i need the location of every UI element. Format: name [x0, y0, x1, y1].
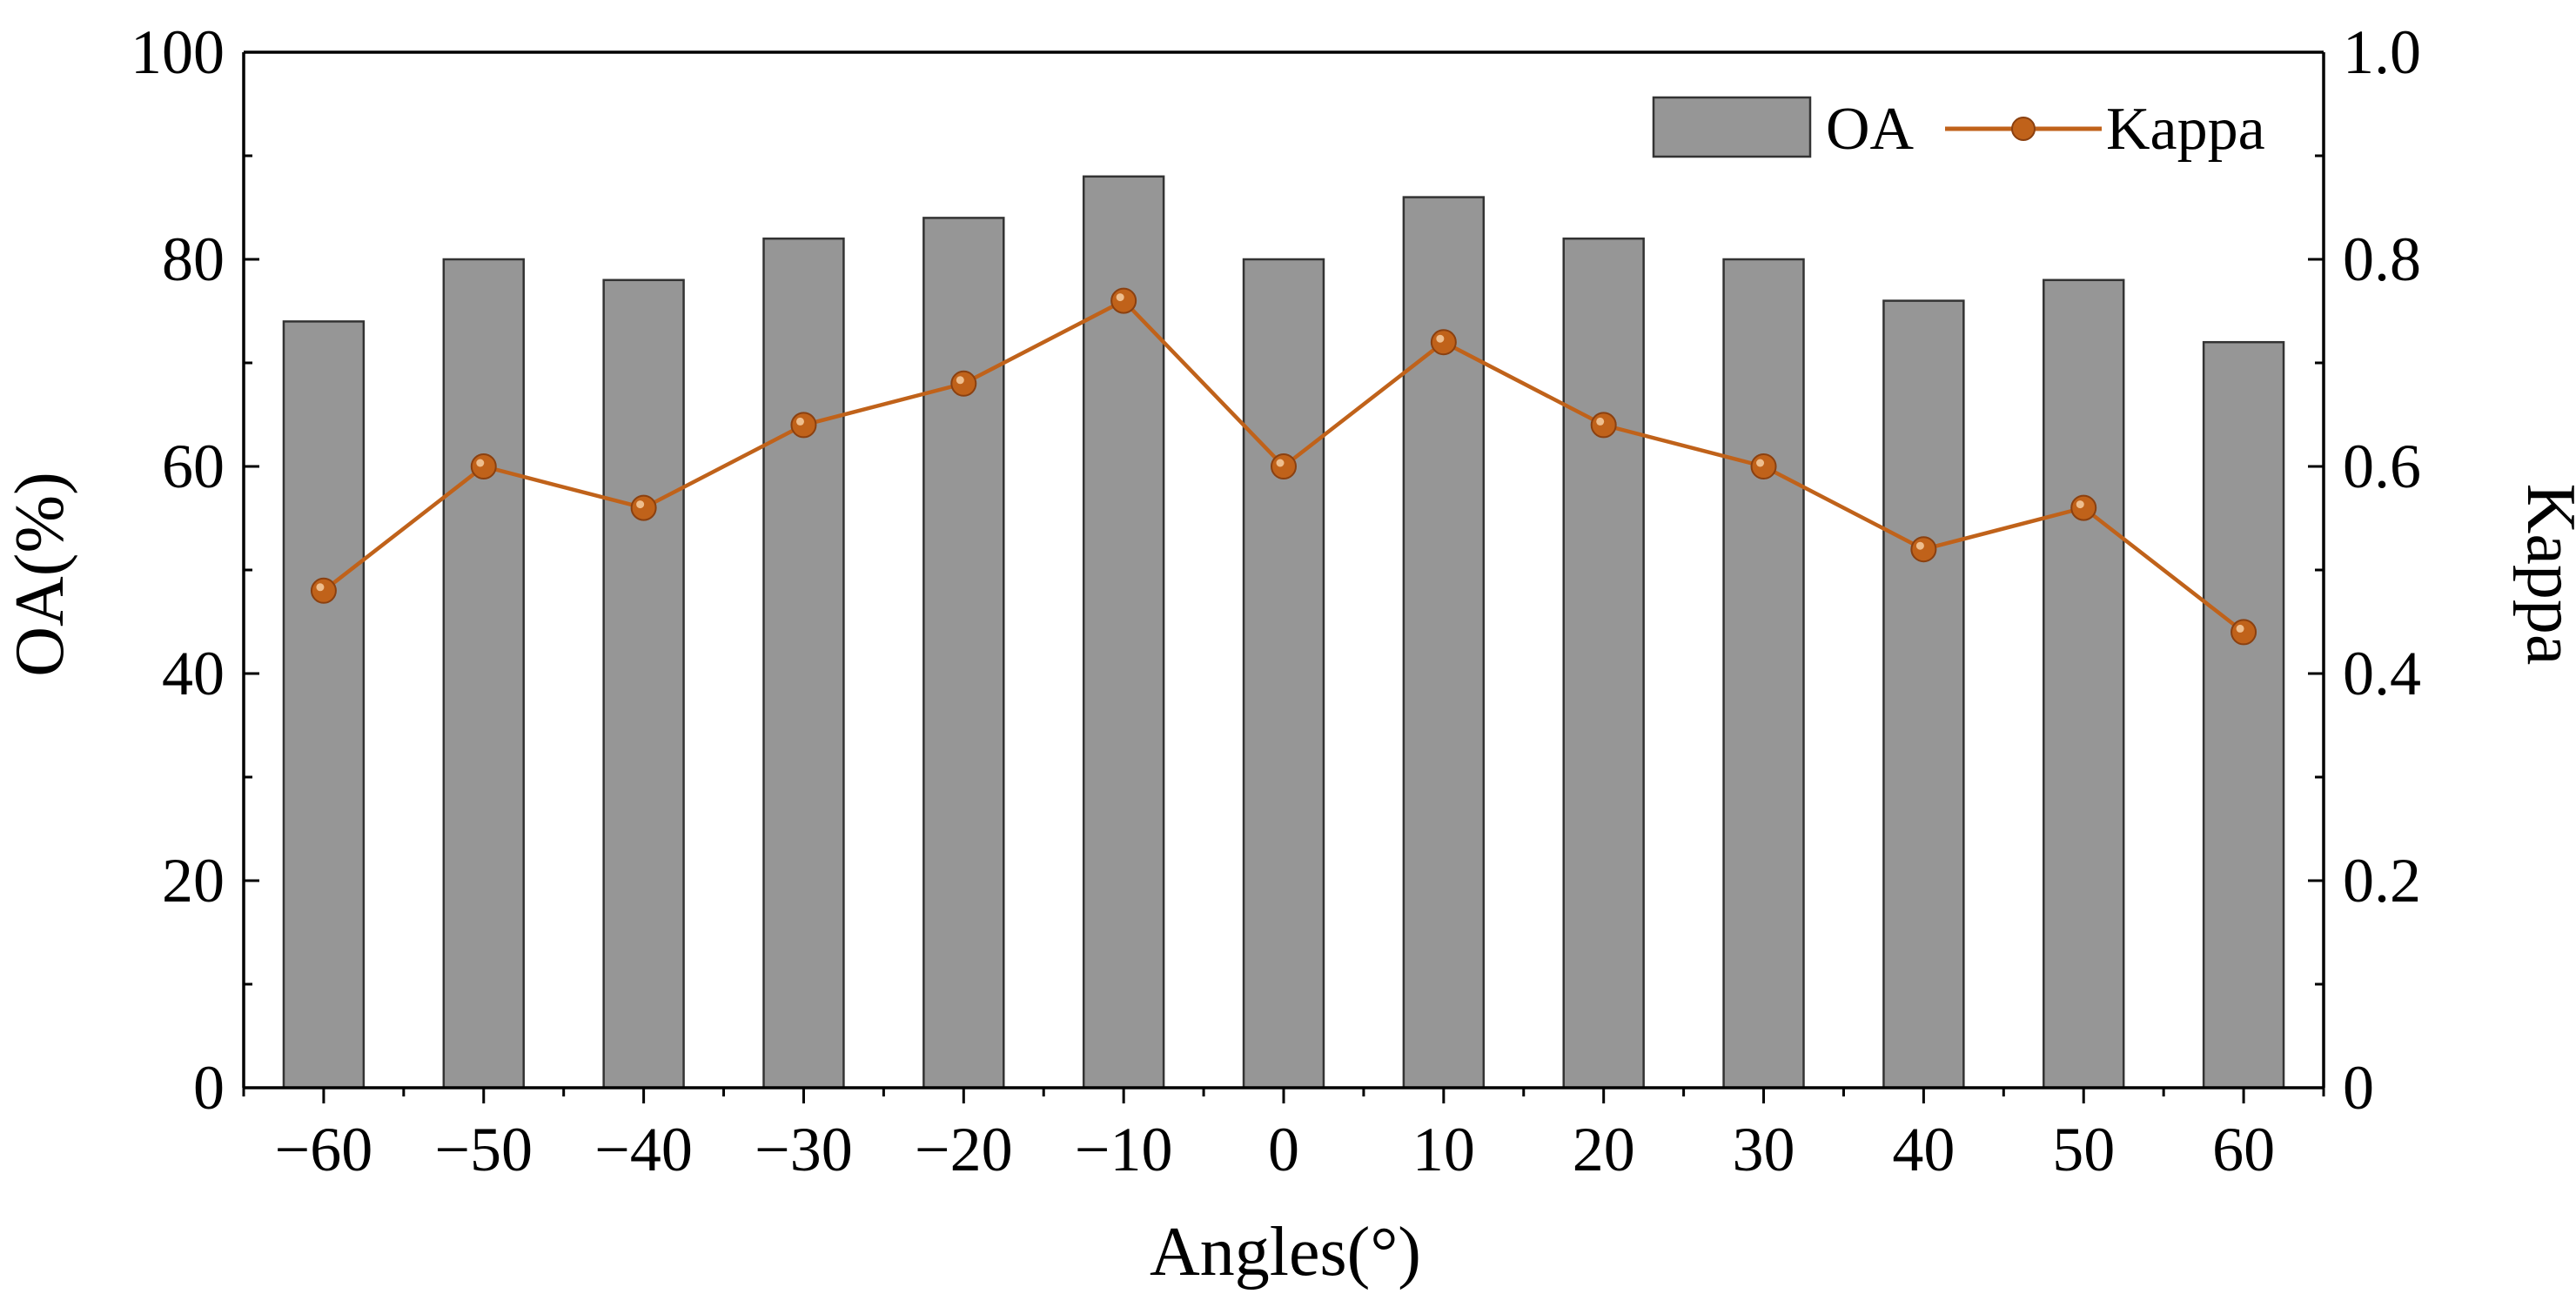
y-right-tick-label: 0.8 [2343, 225, 2421, 294]
oa-bar [1882, 299, 1965, 1089]
kappa-line-layer [310, 287, 2257, 646]
oa-bar [922, 217, 1005, 1089]
kappa-point [1750, 453, 1777, 479]
y-right-tick-label: 0 [2343, 1053, 2374, 1123]
kappa-point [310, 577, 337, 604]
y-left-tick-label: 100 [131, 17, 225, 87]
kappa-point [2231, 619, 2257, 646]
x-tick-label: −50 [434, 1115, 533, 1184]
x-tick-label: −10 [1075, 1115, 1173, 1184]
legend-marker-kappa [2011, 117, 2036, 141]
oa-bar [1242, 258, 1325, 1089]
legend-label-oa: OA [1826, 96, 1915, 163]
bars-layer [282, 175, 2285, 1089]
x-tick-label: 10 [1412, 1115, 1475, 1184]
x-tick-label: −20 [915, 1115, 1013, 1184]
ticks-layer [242, 50, 2325, 1103]
oa-bar [442, 258, 525, 1089]
x-tick-label: 60 [2212, 1115, 2275, 1184]
y-left-tick-label: 0 [193, 1053, 225, 1123]
y-left-tick-label: 40 [162, 639, 225, 708]
y-left-tick-label: 20 [162, 846, 225, 915]
kappa-point-highlight [2076, 500, 2084, 509]
legend-swatch-oa [1652, 96, 1812, 158]
kappa-point-highlight [1276, 459, 1285, 467]
y-axis-title-right: Kappa [2512, 484, 2576, 666]
kappa-point-highlight [1756, 459, 1765, 467]
kappa-point [1271, 453, 1297, 479]
kappa-point-highlight [956, 376, 964, 385]
oa-bar [282, 320, 366, 1089]
kappa-point [950, 370, 977, 397]
oa-bar [602, 278, 685, 1089]
kappa-point-highlight [1436, 334, 1445, 343]
kappa-point-highlight [1596, 417, 1605, 426]
x-tick-label: 30 [1733, 1115, 1795, 1184]
y-axis-title-left: OA(%) [2, 472, 78, 676]
kappa-point [470, 453, 497, 479]
legend-label-kappa: Kappa [2106, 96, 2265, 163]
kappa-point [790, 412, 817, 439]
x-tick-label: 40 [1892, 1115, 1955, 1184]
kappa-point [1430, 329, 1457, 356]
y-left-tick-label: 60 [162, 432, 225, 501]
oa-bar [1562, 237, 1645, 1089]
kappa-point [630, 494, 657, 521]
kappa-point-highlight [636, 500, 645, 509]
legend: OA Kappa [1652, 96, 2265, 163]
y-right-tick-label: 0.6 [2343, 432, 2421, 501]
kappa-point [1590, 412, 1617, 439]
x-tick-label: 0 [1268, 1115, 1299, 1184]
kappa-point-highlight [476, 459, 485, 467]
oa-bar [762, 237, 845, 1089]
oa-bar [1722, 258, 1805, 1089]
x-tick-label: −40 [594, 1115, 693, 1184]
y-right-tick-label: 1.0 [2343, 17, 2421, 87]
oa-bar [2043, 278, 2125, 1089]
x-tick-label: 20 [1573, 1115, 1635, 1184]
y-right-tick-label: 0.4 [2343, 639, 2421, 708]
y-right-tick-label: 0.2 [2343, 846, 2421, 915]
kappa-point [1110, 287, 1137, 314]
kappa-point-highlight [1116, 293, 1124, 302]
oa-bar [2202, 340, 2285, 1089]
y-left-tick-label: 80 [162, 225, 225, 294]
x-axis-title: Angles(°) [1150, 1214, 1421, 1291]
x-tick-label: −30 [755, 1115, 853, 1184]
x-tick-label: 50 [2052, 1115, 2115, 1184]
kappa-point-highlight [795, 417, 804, 426]
kappa-point-highlight [316, 583, 325, 592]
x-tick-label: −60 [275, 1115, 373, 1184]
kappa-point-highlight [2236, 624, 2244, 633]
kappa-point [2070, 494, 2097, 521]
kappa-point [1910, 536, 1937, 563]
kappa-point-highlight [1915, 541, 1924, 550]
